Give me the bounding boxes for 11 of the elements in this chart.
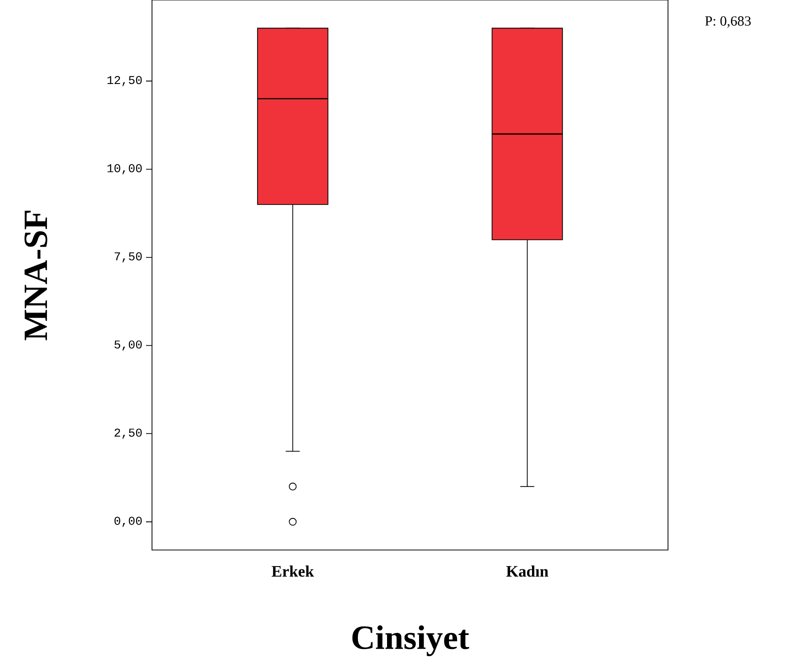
y-tick-label: 0,00	[114, 516, 142, 527]
x-tick-label: Erkek	[272, 566, 314, 577]
y-axis-title: MNA-SF	[24, 210, 48, 340]
text: P: 0,683	[705, 16, 751, 28]
x-axis-title: Cinsiyet	[352, 625, 470, 656]
y-tick-label: 10,00	[107, 164, 142, 174]
y-tick-label: 12,50	[107, 76, 142, 86]
y-tick-label: 2,50	[114, 428, 142, 439]
y-tick-label: 5,00	[114, 340, 142, 351]
y-tick-label: 7,50	[114, 252, 142, 262]
x-tick-label: Kadın	[506, 566, 548, 577]
